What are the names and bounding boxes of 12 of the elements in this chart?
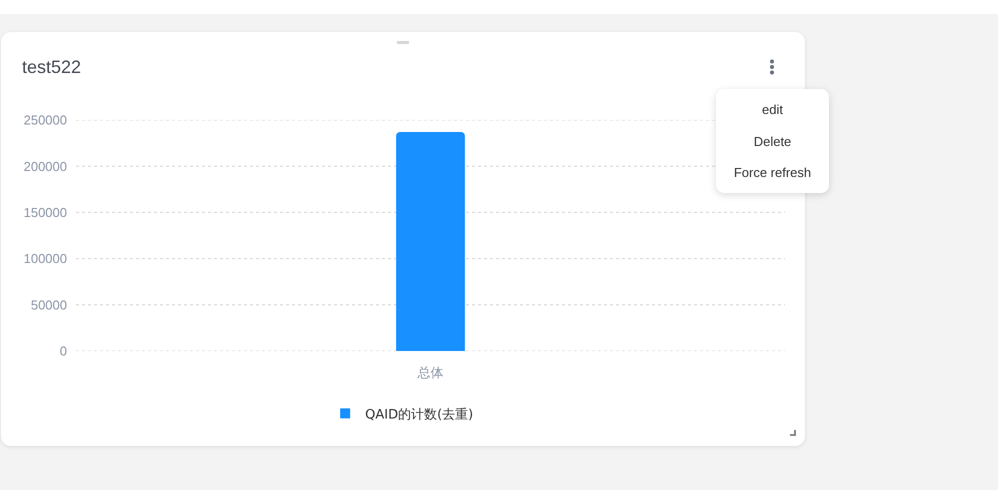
annotation: Force refresh [732,165,812,181]
annotation: Delete [752,134,792,150]
text: edit [761,102,784,118]
legend-label: QAID的计数(去重) [365,407,474,422]
y-tick-label: 250000 [24,112,67,128]
y-tick-label: 200000 [24,158,67,174]
x-tick-label: 总体 [416,366,444,381]
y-tick-label: 150000 [24,204,67,220]
y-tick-label: 0 [60,344,67,359]
y-tick-label: 50000 [30,297,67,312]
y-tick-label: 100000 [24,251,67,266]
chart-title: test522 [22,56,82,78]
